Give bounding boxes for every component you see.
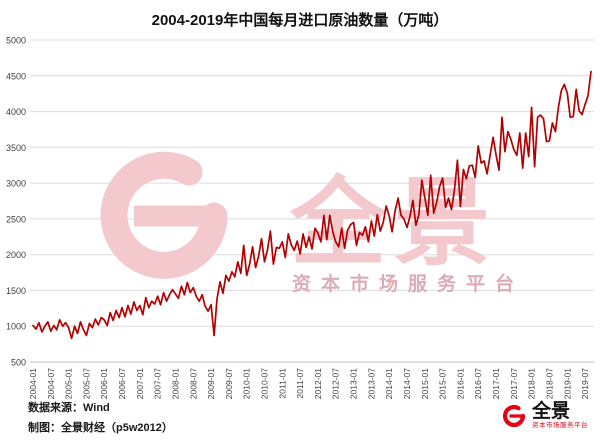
x-tick-label: 2011-07: [295, 368, 305, 399]
page-title: 2004-2019年中国每月进口原油数量（万吨）: [151, 12, 449, 29]
y-tick-label: 4000: [6, 107, 26, 117]
x-tick-label: 2015-07: [438, 368, 448, 399]
x-tick-label: 2004-07: [46, 368, 56, 399]
x-tick-label: 2012-01: [313, 368, 323, 399]
x-tick-label: 2017-07: [509, 368, 519, 399]
y-tick-label: 5000: [6, 36, 26, 46]
x-tick-label: 2016-07: [473, 368, 483, 399]
data-source-label: 数据来源：Wind: [28, 402, 110, 414]
x-tick-label: 2009-07: [224, 368, 234, 399]
y-tick-label: 500: [11, 358, 26, 368]
x-tick-label: 2019-01: [562, 368, 572, 399]
logo-text: 全景 资本市场服务平台: [532, 402, 588, 430]
y-tick-label: 3000: [6, 179, 26, 189]
logo-tagline: 资本市场服务平台: [532, 422, 588, 429]
y-tick-label: 2000: [6, 250, 26, 260]
y-tick-label: 2500: [6, 214, 26, 224]
x-tick-label: 2008-07: [188, 368, 198, 399]
x-tick-label: 2005-07: [81, 368, 91, 399]
x-tick-label: 2010-01: [242, 368, 252, 399]
x-tick-label: 2010-07: [260, 368, 270, 399]
x-tick-label: 2009-01: [206, 368, 216, 399]
x-tick-label: 2013-07: [366, 368, 376, 399]
x-tick-label: 2012-07: [331, 368, 341, 399]
y-tick-label: 4500: [6, 71, 26, 81]
x-tick-label: 2017-01: [491, 368, 501, 399]
x-tick-label: 2008-01: [171, 368, 181, 399]
x-tick-label: 2005-01: [64, 368, 74, 399]
chart-credit-label: 制图：全景财经（p5w2012）: [28, 422, 173, 434]
x-tick-label: 2007-07: [153, 368, 163, 399]
y-tick-label: 3500: [6, 143, 26, 153]
x-tick-label: 2014-01: [384, 368, 394, 399]
quanjing-logo-icon: [503, 404, 526, 427]
logo-brand: 全景: [532, 401, 571, 422]
y-tick-label: 1000: [6, 322, 26, 332]
x-tick-labels: 2004-01 2004-07 2005-01 2005-07 2006-01 2006-…: [28, 368, 590, 399]
watermark-swirl-icon: [100, 151, 228, 279]
x-tick-label: 2018-01: [527, 368, 537, 399]
x-tick-label: 2013-01: [349, 368, 359, 399]
x-tick-label: 2011-01: [277, 368, 287, 399]
x-tick-label: 2006-07: [117, 368, 127, 399]
x-tick-label: 2018-07: [544, 368, 554, 399]
x-tick-label: 2007-01: [135, 368, 145, 399]
x-tick-label: 2014-07: [402, 368, 412, 399]
watermark-tagline: 资本市场服务平台: [292, 272, 524, 295]
x-tick-label: 2006-01: [99, 368, 109, 399]
x-tick-label: 2015-01: [420, 368, 430, 399]
x-tick-label: 2004-01: [28, 368, 38, 399]
x-tick-label: 2019-07: [580, 368, 590, 399]
quanjing-logo: 全景 资本市场服务平台: [501, 402, 588, 430]
y-tick-label: 1500: [6, 286, 26, 296]
data-line: [32, 70, 592, 340]
line-chart: 500100015002000250030003500400045005000全…: [6, 36, 594, 399]
x-tick-label: 2016-01: [455, 368, 465, 399]
